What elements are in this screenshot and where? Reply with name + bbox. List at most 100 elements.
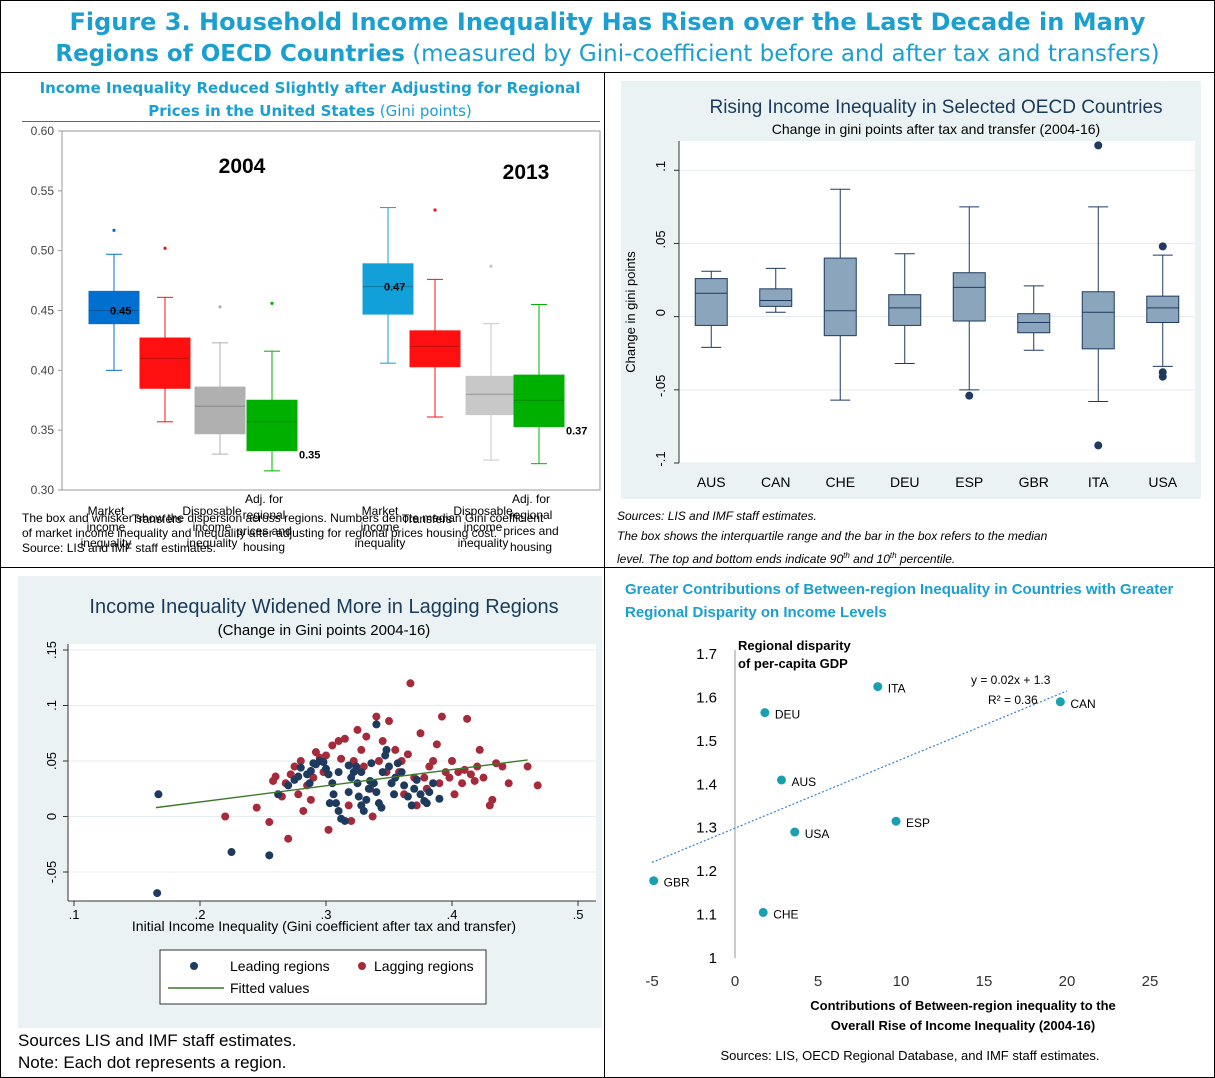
tr-note-3d: th <box>889 551 897 560</box>
tr-category-label: USA <box>1148 474 1177 490</box>
br-point <box>873 682 883 692</box>
tr-subtitle: Change in gini points after tax and tran… <box>772 121 1100 137</box>
br-note-1: Sources: LIS, OECD Regional Database, an… <box>720 1048 1100 1063</box>
bl-point-lagging <box>479 773 488 782</box>
tr-ytick-label: -.1 <box>653 451 668 466</box>
bl-point-lagging <box>504 779 513 788</box>
bl-point-leading <box>296 763 305 772</box>
bl-legend-lagging-label: Lagging regions <box>374 958 474 974</box>
br-xtick-label: 25 <box>1142 973 1159 990</box>
bl-point-leading <box>357 768 366 777</box>
tl-plot-area <box>61 130 601 491</box>
br-xtick-label: 0 <box>731 973 739 990</box>
br-r2: R² = 0.36 <box>988 693 1038 707</box>
bl-point-leading <box>325 799 334 808</box>
tl-category-label: Adj. for <box>512 492 550 506</box>
bl-point-lagging <box>290 762 299 771</box>
tl-group-label: 2004 <box>219 155 266 178</box>
bl-point-lagging <box>385 717 393 726</box>
bl-point-leading <box>305 779 314 788</box>
br-ylabel-line2: of per-capita GDP <box>738 656 848 671</box>
bl-point-lagging <box>437 712 446 721</box>
tl-box <box>362 263 414 315</box>
tr-ytick-label: 0 <box>653 309 668 316</box>
bl-point-leading <box>334 806 343 815</box>
figure-title-bold: Regions of OECD Countries <box>55 41 405 67</box>
bl-point-lagging <box>221 812 230 821</box>
br-point <box>649 876 659 886</box>
tl-outlier <box>218 305 222 309</box>
bl-xtick-label: .3 <box>321 907 332 922</box>
bl-point-lagging <box>403 750 412 759</box>
br-point-label: CHE <box>773 907 798 921</box>
bl-point-leading <box>391 773 400 782</box>
tl-category-label: Transfers <box>132 512 182 526</box>
tl-category-label: income <box>193 520 232 534</box>
bl-point-leading <box>407 801 416 810</box>
bl-point-lagging <box>252 803 261 812</box>
br-point <box>1055 697 1065 707</box>
bl-point-lagging <box>523 762 532 771</box>
bl-note-1: Sources LIS and IMF staff estimates. <box>18 1031 297 1050</box>
bl-point-lagging <box>372 712 381 721</box>
br-point <box>776 775 786 785</box>
br-xtick-label: -5 <box>645 973 658 990</box>
bl-point-leading <box>393 759 402 768</box>
tl-group-label: 2013 <box>503 161 550 184</box>
bl-point-lagging <box>470 776 479 785</box>
br-point <box>790 827 800 837</box>
bl-point-lagging <box>284 834 293 843</box>
bl-point-lagging <box>353 725 362 734</box>
bl-point-lagging <box>306 795 315 804</box>
bl-point-lagging <box>324 825 333 834</box>
bl-xtick-label: .1 <box>69 907 80 922</box>
br-ytick-label: 1.7 <box>696 646 717 663</box>
panel-top-right: Rising Income Inequality in Selected OEC… <box>605 73 1215 567</box>
bl-point-lagging <box>432 740 441 749</box>
bl-legend-lagging-marker <box>358 962 366 970</box>
tl-title-rule <box>22 121 600 122</box>
bl-point-leading <box>429 779 438 788</box>
tl-box <box>139 337 191 389</box>
tl-category-label: inequality <box>458 536 509 550</box>
tl-category-label: Disposable <box>182 504 242 518</box>
tr-ylabel: Change in gini points <box>623 251 638 373</box>
bl-point-lagging <box>294 790 303 799</box>
tr-outlier <box>1094 441 1103 450</box>
bl-point-lagging <box>265 818 274 827</box>
br-xlabel-line2: Overall Rise of Income Inequality (2004-… <box>831 1018 1095 1033</box>
tl-median-label: 0.37 <box>566 426 587 438</box>
tr-category-label: AUS <box>697 474 726 490</box>
tr-note-3: level. The top and bottom ends indicate … <box>617 549 955 566</box>
panel-divider-horizontal <box>0 567 1215 568</box>
br-point-label: USA <box>805 827 830 841</box>
tr-box <box>1146 295 1180 323</box>
tl-box <box>513 374 565 428</box>
tl-median-label: 0.45 <box>110 306 131 318</box>
tl-category-label: housing <box>510 540 552 554</box>
bl-point-lagging <box>435 779 444 788</box>
bl-point-lagging <box>299 806 308 815</box>
bl-point-lagging <box>334 737 343 746</box>
bl-point-leading <box>369 779 378 788</box>
tl-ytick-label: 0.45 <box>31 304 55 318</box>
bl-point-leading <box>227 848 236 857</box>
tr-box <box>1081 291 1115 350</box>
bl-point-leading <box>265 851 274 860</box>
bl-point-lagging <box>448 757 456 765</box>
bl-point-lagging <box>271 772 280 781</box>
bl-point-leading <box>332 799 341 808</box>
tr-box <box>952 272 986 322</box>
bl-point-leading <box>329 790 338 799</box>
bl-point-leading <box>372 788 381 797</box>
tr-box <box>823 257 857 337</box>
tr-category-label: CHE <box>825 474 855 490</box>
bl-point-leading <box>378 768 387 777</box>
panel-bottom-left: Income Inequality Widened More in Laggin… <box>0 568 604 1078</box>
bl-legend-fitted-label: Fitted values <box>230 980 309 996</box>
tl-box <box>246 399 298 452</box>
bl-xtick-label: .4 <box>447 907 458 922</box>
bl-point-leading <box>416 790 425 799</box>
bl-point-lagging <box>454 768 463 777</box>
bl-point-lagging <box>391 745 400 754</box>
